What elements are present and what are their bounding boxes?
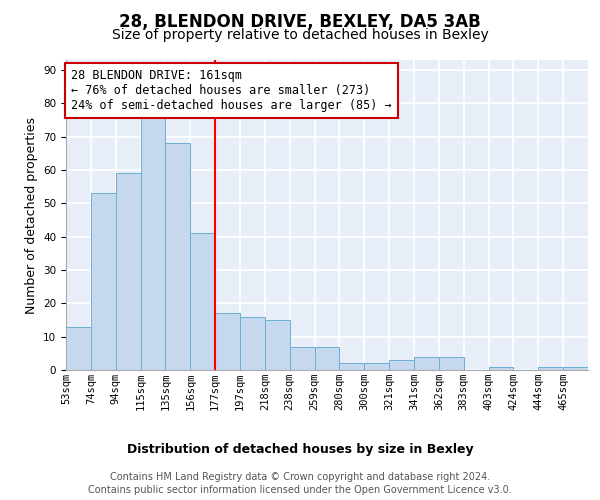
Text: Contains public sector information licensed under the Open Government Licence v3: Contains public sector information licen… [88,485,512,495]
Bar [240,316,265,370]
Bar [364,364,389,370]
Bar [414,356,439,370]
Bar [488,366,514,370]
Bar [91,194,116,370]
Bar [563,366,588,370]
Text: 28 BLENDON DRIVE: 161sqm
← 76% of detached houses are smaller (273)
24% of semi-: 28 BLENDON DRIVE: 161sqm ← 76% of detach… [71,70,392,112]
Bar [538,366,563,370]
Bar [116,174,140,370]
Bar [439,356,464,370]
Bar [190,234,215,370]
Text: Size of property relative to detached houses in Bexley: Size of property relative to detached ho… [112,28,488,42]
Text: Distribution of detached houses by size in Bexley: Distribution of detached houses by size … [127,442,473,456]
Bar [166,144,190,370]
Bar [140,116,166,370]
Text: Contains HM Land Registry data © Crown copyright and database right 2024.: Contains HM Land Registry data © Crown c… [110,472,490,482]
Bar [215,314,240,370]
Bar [340,364,364,370]
Bar [290,346,314,370]
Bar [265,320,290,370]
Y-axis label: Number of detached properties: Number of detached properties [25,116,38,314]
Bar [314,346,340,370]
Text: 28, BLENDON DRIVE, BEXLEY, DA5 3AB: 28, BLENDON DRIVE, BEXLEY, DA5 3AB [119,12,481,30]
Bar [389,360,414,370]
Bar [66,326,91,370]
